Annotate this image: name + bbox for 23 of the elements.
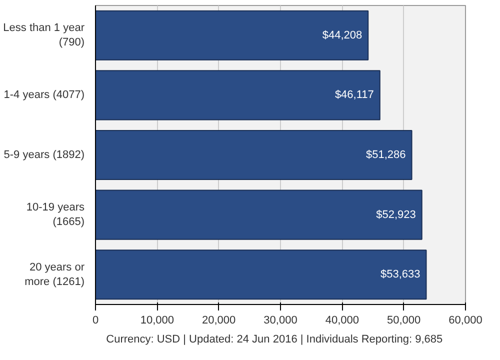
x-tick-label: 60,000 — [448, 314, 482, 326]
x-tick-label: 20,000 — [202, 314, 236, 326]
data-label: $52,923 — [376, 208, 416, 221]
y-tick-label: 1-4 years (4077) — [4, 89, 85, 102]
x-tick-label: 10,000 — [140, 314, 174, 326]
bar — [96, 190, 422, 240]
y-tick-label: 5-9 years (1892) — [4, 149, 85, 161]
y-tick-label: 20 years or more (1261) — [24, 261, 85, 288]
x-tick-label: 30,000 — [264, 314, 298, 326]
x-tick-label: 40,000 — [325, 314, 359, 326]
data-label: $53,633 — [380, 268, 420, 281]
y-tick-label: 10-19 years (1665) — [26, 202, 85, 228]
y-tick-label: Less than 1 year (790) — [3, 22, 85, 49]
bar — [96, 70, 380, 120]
x-tick-label: 50,000 — [387, 314, 421, 326]
x-tick-label: 0 — [92, 314, 99, 326]
bar — [96, 250, 427, 300]
bar — [96, 10, 369, 60]
text: Currency: USD | Updated: 24 Jun 2016 | Individuals Reporting: 9,685 — [106, 334, 443, 346]
data-label: $51,286 — [366, 149, 406, 161]
data-label: $44,208 — [322, 29, 362, 42]
bar — [96, 130, 412, 180]
data-label: $46,117 — [334, 89, 374, 102]
